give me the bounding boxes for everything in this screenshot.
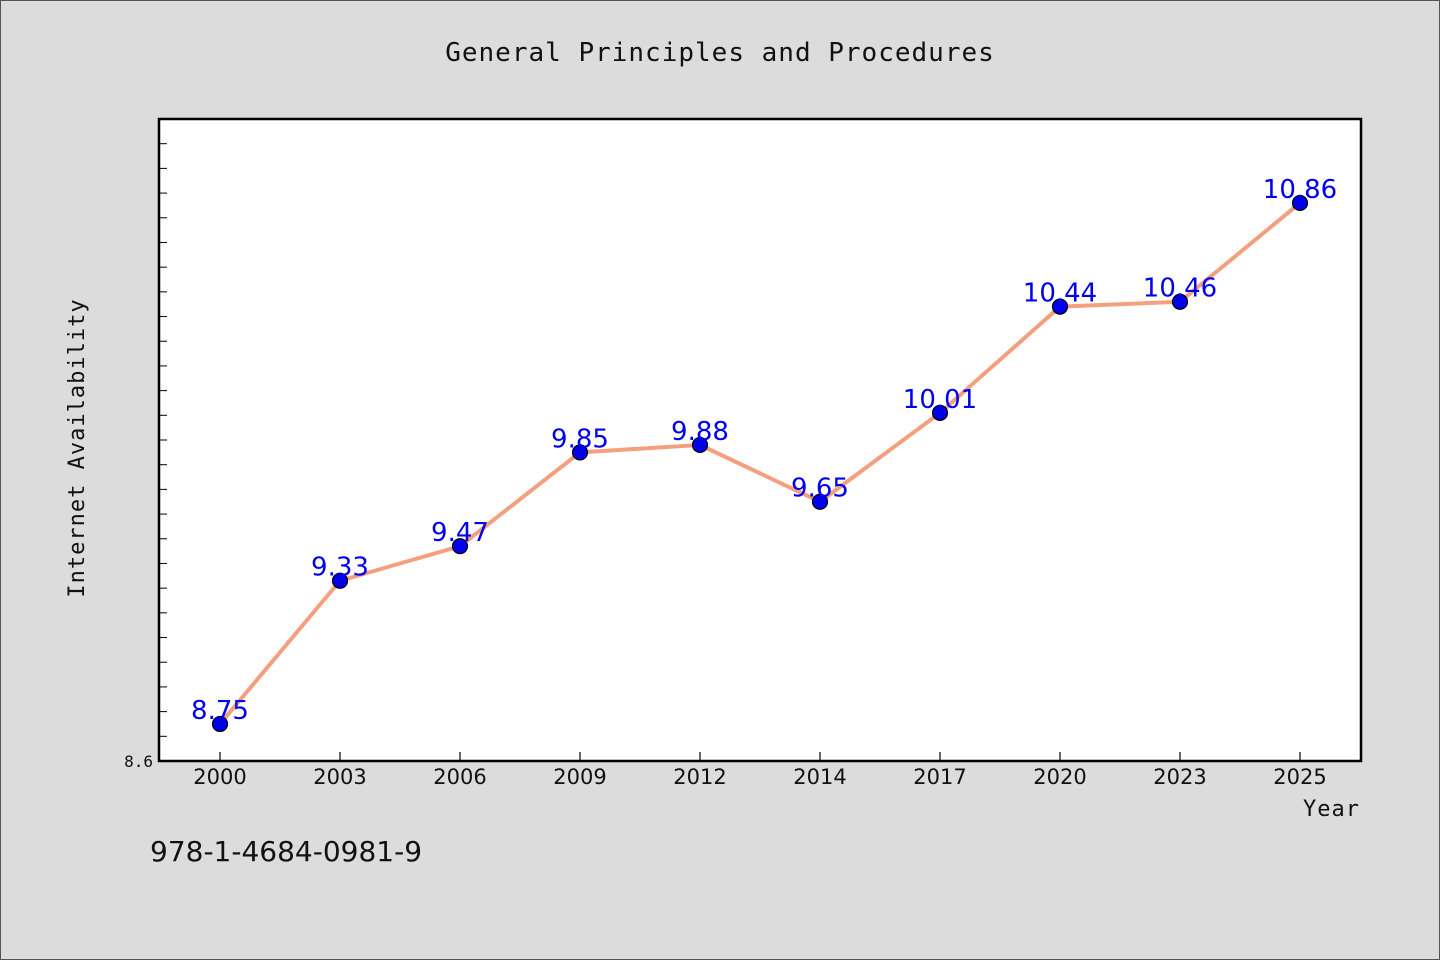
data-label: 9.65 (791, 474, 849, 504)
data-label: 8.75 (191, 696, 249, 726)
x-tick-label: 2025 (1273, 765, 1326, 789)
data-point (811, 493, 829, 510)
y-axis-ticks: 8.6 (124, 118, 167, 771)
data-point (931, 404, 949, 421)
x-tick-label: 2014 (793, 765, 846, 789)
isbn-footer: 978-1-4684-0981-9 (150, 835, 423, 868)
data-point (1291, 194, 1309, 212)
data-label: 10.01 (903, 385, 977, 415)
data-label-group: 8.75 9.33 9.47 9.85 9.88 9.65 10.01 10.44 10.46 1… (191, 175, 1337, 726)
data-label: 9.33 (311, 553, 369, 583)
data-point (451, 538, 469, 555)
data-point (1171, 293, 1189, 310)
x-tick-label: 2020 (1033, 765, 1086, 789)
marker-group (211, 194, 1309, 733)
plot-area (157, 117, 1363, 763)
y-tick-label: 8.6 (124, 752, 153, 771)
series-line (218, 201, 1302, 726)
data-label: 9.85 (551, 424, 609, 454)
data-point (571, 444, 589, 461)
series-line-group (218, 201, 1302, 726)
x-tick-label: 2017 (913, 765, 966, 789)
x-tick-label: 2003 (313, 765, 366, 789)
x-axis-label: Year (1303, 797, 1360, 822)
data-point (1051, 298, 1069, 315)
x-axis-ticks: 2000 2003 2006 2009 2012 2014 2017 2020 2023 2025 (193, 752, 1327, 789)
x-tick-label: 2009 (553, 765, 606, 789)
chart-title: General Principles and Procedures (445, 38, 995, 68)
data-label: 9.88 (671, 417, 729, 447)
x-tick-label: 2000 (193, 765, 246, 789)
y-axis-label: Internet Availability (65, 298, 90, 597)
data-label: 10.44 (1023, 279, 1097, 309)
data-label: 10.46 (1143, 274, 1217, 304)
data-point (211, 715, 229, 733)
x-tick-label: 2012 (673, 765, 726, 789)
data-point (691, 436, 709, 454)
data-point (331, 572, 349, 589)
x-tick-label: 2006 (433, 765, 486, 789)
x-tick-label: 2023 (1153, 765, 1206, 789)
data-label: 10.86 (1263, 175, 1337, 205)
data-label: 9.47 (431, 518, 489, 548)
